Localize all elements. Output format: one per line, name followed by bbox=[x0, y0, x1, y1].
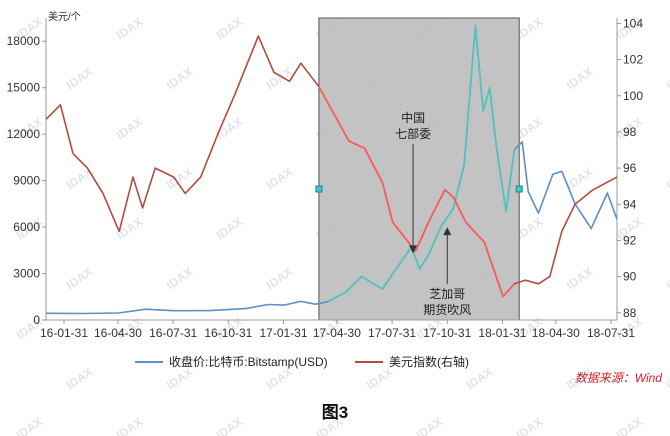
y-left-tick-label: 15000 bbox=[7, 81, 41, 95]
x-tick-label: 18-04-30 bbox=[532, 326, 580, 340]
legend-label-1: 美元指数(右轴) bbox=[389, 354, 469, 369]
y-axis-label: 美元/个 bbox=[48, 10, 81, 23]
watermark-text: IDAX bbox=[14, 415, 46, 436]
x-tick-label: 16-04-30 bbox=[94, 326, 142, 340]
watermark-text: IDAX bbox=[564, 65, 596, 93]
watermark-text: IDAX bbox=[514, 415, 546, 436]
legend-label-0: 收盘价:比特币:Bitstamp(USD) bbox=[169, 354, 328, 369]
watermark-text: IDAX bbox=[664, 65, 670, 93]
watermark-text: IDAX bbox=[164, 65, 196, 93]
highlight-handle-left bbox=[316, 186, 322, 192]
watermark-text: IDAX bbox=[564, 265, 596, 293]
x-tick-label: 17-01-31 bbox=[259, 326, 307, 340]
y-left-tick-label: 18000 bbox=[7, 34, 41, 48]
annotation-text: 芝加哥 bbox=[429, 286, 465, 301]
watermark-text: IDAX bbox=[614, 415, 646, 436]
y-right-tick-label: 102 bbox=[623, 53, 643, 67]
x-tick-label: 18-01-31 bbox=[478, 326, 526, 340]
highlight-region bbox=[316, 18, 522, 320]
watermark-text: IDAX bbox=[214, 415, 246, 436]
watermark-text: IDAX bbox=[64, 365, 96, 393]
y-left-tick-label: 3000 bbox=[13, 267, 40, 281]
legend: 收盘价:比特币:Bitstamp(USD) 美元指数(右轴) bbox=[135, 354, 469, 369]
y-left-tick-label: 9000 bbox=[13, 174, 40, 188]
y-left-tick-label: 6000 bbox=[13, 220, 40, 234]
x-tick-label: 18-07-31 bbox=[587, 326, 635, 340]
watermark-text: IDAX bbox=[64, 65, 96, 93]
watermark-text: IDAX bbox=[164, 265, 196, 293]
highlight-handle-right bbox=[516, 186, 522, 192]
y-right-tick-label: 100 bbox=[623, 89, 643, 103]
y-right-tick-label: 104 bbox=[623, 16, 643, 30]
source-note: 数据来源：Wind bbox=[575, 371, 663, 385]
x-tick-label: 16-10-31 bbox=[204, 326, 252, 340]
annotation-text: 中国 bbox=[401, 110, 425, 125]
y-right-tick-label: 90 bbox=[623, 270, 637, 284]
y-right-tick-label: 92 bbox=[623, 233, 637, 247]
y-right-tick-label: 96 bbox=[623, 161, 637, 175]
watermark-text: IDAX bbox=[264, 265, 296, 293]
x-tick-label: 17-04-30 bbox=[313, 326, 361, 340]
x-tick-label: 17-07-31 bbox=[368, 326, 416, 340]
watermark-text: IDAX bbox=[664, 265, 670, 293]
watermark-text: IDAX bbox=[214, 115, 246, 143]
watermark-text: IDAX bbox=[214, 15, 246, 43]
watermark-text: IDAX bbox=[664, 165, 670, 193]
annotation-text: 期货吹风 bbox=[423, 302, 471, 317]
watermark-text: IDAX bbox=[64, 265, 96, 293]
watermark-text: IDAX bbox=[414, 415, 446, 436]
y-right-tick-label: 98 bbox=[623, 125, 637, 139]
watermark-text: IDAX bbox=[214, 215, 246, 243]
highlight-rect bbox=[319, 18, 519, 320]
y-left-tick-label: 12000 bbox=[7, 127, 41, 141]
x-tick-label: 17-10-31 bbox=[423, 326, 471, 340]
y-right-tick-label: 94 bbox=[623, 197, 637, 211]
y-left-tick-label: 0 bbox=[33, 313, 40, 327]
y-right-tick-label: 88 bbox=[623, 306, 637, 320]
watermark-text: IDAX bbox=[114, 15, 146, 43]
watermark-text: IDAX bbox=[114, 115, 146, 143]
watermark-text: IDAX bbox=[64, 165, 96, 193]
figure-caption: 图3 bbox=[322, 403, 348, 422]
watermark-text: IDAX bbox=[114, 415, 146, 436]
x-tick-label: 16-01-31 bbox=[40, 326, 88, 340]
x-tick-label: 16-07-31 bbox=[149, 326, 197, 340]
watermark-text: IDAX bbox=[264, 165, 296, 193]
watermark-text: IDAX bbox=[664, 365, 670, 393]
annotation-text: 七部委 bbox=[395, 126, 431, 141]
